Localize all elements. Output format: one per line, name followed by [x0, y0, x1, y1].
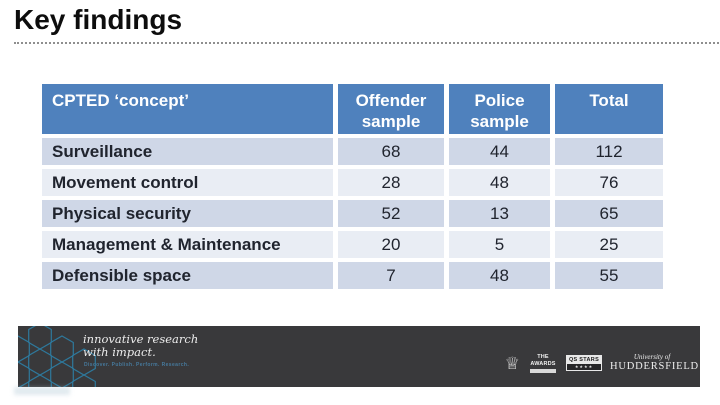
footer-banner: innovative research with impact. Discove…	[18, 326, 700, 387]
the-awards-label: THE AWARDS	[530, 353, 556, 367]
table-cell: 68	[338, 138, 444, 165]
footer-subtagline: Discover. Publish. Perform. Research.	[84, 362, 190, 368]
table-header-concept: CPTED ‘concept’	[42, 84, 333, 134]
table-row-label: Management & Maintenance	[42, 231, 333, 258]
bottom-left-smudge	[14, 387, 70, 395]
findings-table: CPTED ‘concept’ Offender sample Police s…	[42, 84, 663, 289]
table-cell: 48	[449, 169, 550, 196]
footer-logos: ♕ THE AWARDS QS STARS ★★★★ University of…	[504, 350, 699, 376]
table-row-label: Surveillance	[42, 138, 333, 165]
table-cell: 5	[449, 231, 550, 258]
qs-stars-rating: ★★★★	[567, 364, 601, 370]
table-cell: 55	[555, 262, 663, 289]
table-row-label: Movement control	[42, 169, 333, 196]
table-cell: 13	[449, 200, 550, 227]
table-cell: 112	[555, 138, 663, 165]
table-cell: 28	[338, 169, 444, 196]
table-header-total: Total	[555, 84, 663, 134]
university-name: HUDDERSFIELD	[610, 361, 699, 372]
table-header-offender-sample: Offender sample	[338, 84, 444, 134]
crown-award-icon: ♕	[504, 353, 520, 373]
table-header-police-sample: Police sample	[449, 84, 550, 134]
footer-tagline-line2: with impact.	[83, 345, 156, 359]
the-awards-logo: THE AWARDS	[528, 354, 558, 373]
table-cell: 7	[338, 262, 444, 289]
footer-tagline-line1: innovative research	[83, 332, 199, 346]
qs-stars-label: QS STARS	[568, 357, 600, 363]
table-cell: 20	[338, 231, 444, 258]
title-divider	[14, 42, 719, 44]
table-cell: 65	[555, 200, 663, 227]
the-awards-subbar	[530, 368, 556, 373]
qs-stars-logo: QS STARS ★★★★	[566, 355, 602, 371]
table-cell: 44	[449, 138, 550, 165]
table-cell: 52	[338, 200, 444, 227]
table-row-label: Defensible space	[42, 262, 333, 289]
table-row-label: Physical security	[42, 200, 333, 227]
table-cell: 76	[555, 169, 663, 196]
table-cell: 48	[449, 262, 550, 289]
university-prefix: University of	[633, 353, 671, 361]
table-cell: 25	[555, 231, 663, 258]
footer-tagline: innovative research with impact.	[83, 333, 198, 359]
page-title: Key findings	[14, 4, 183, 35]
university-of-huddersfield-logo: University of HUDDERSFIELD	[610, 353, 699, 373]
hexagon-pattern-icon	[18, 326, 96, 387]
